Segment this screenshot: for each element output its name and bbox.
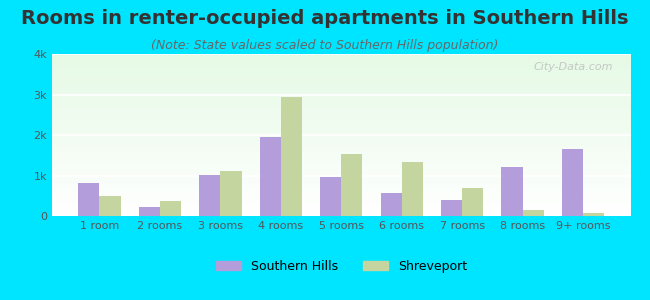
Text: Rooms in renter-occupied apartments in Southern Hills: Rooms in renter-occupied apartments in S…: [21, 9, 629, 28]
Bar: [281, 97, 302, 216]
Bar: [380, 193, 402, 216]
Bar: [99, 196, 121, 216]
Bar: [259, 137, 281, 216]
Bar: [320, 177, 341, 216]
Bar: [138, 207, 160, 216]
Legend: Southern Hills, Shreveport: Southern Hills, Shreveport: [211, 255, 472, 278]
Bar: [562, 149, 583, 216]
Bar: [441, 200, 462, 216]
Text: City-Data.com: City-Data.com: [534, 62, 613, 72]
Bar: [462, 188, 484, 216]
Bar: [523, 210, 544, 216]
Bar: [501, 167, 523, 216]
Bar: [583, 213, 605, 216]
Bar: [160, 201, 181, 216]
Bar: [199, 175, 220, 216]
Bar: [220, 171, 242, 216]
Text: (Note: State values scaled to Southern Hills population): (Note: State values scaled to Southern H…: [151, 39, 499, 52]
Bar: [78, 183, 99, 216]
Bar: [341, 154, 363, 216]
Bar: [402, 162, 423, 216]
